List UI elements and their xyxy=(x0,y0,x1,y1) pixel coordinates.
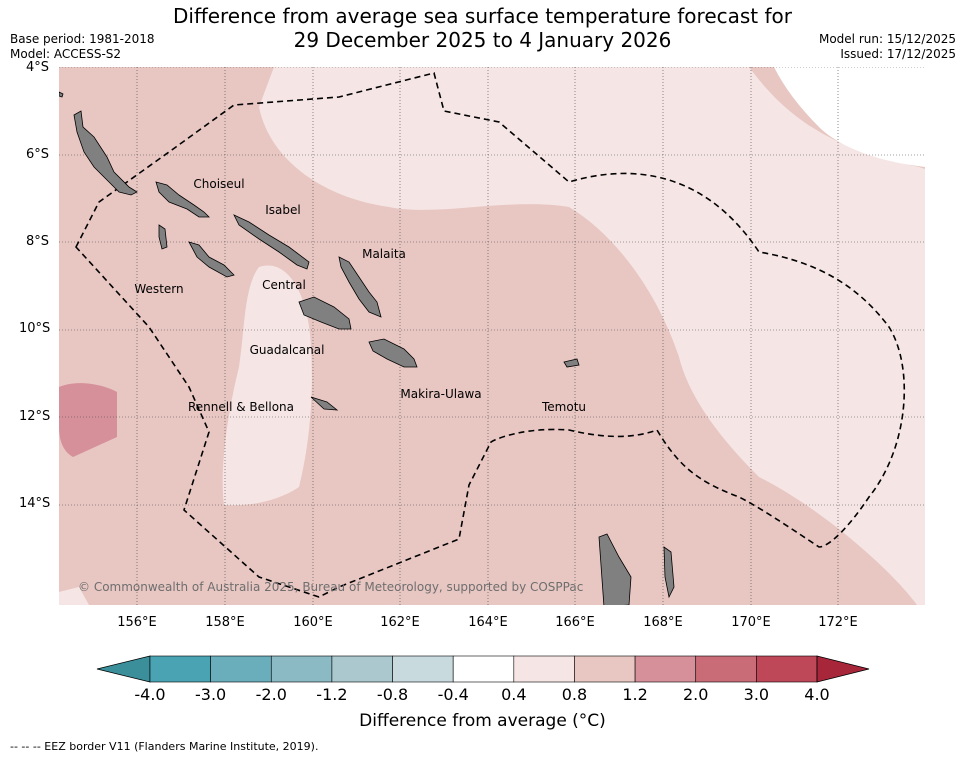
title-line-2: 29 December 2025 to 4 January 2026 xyxy=(293,28,672,52)
lat-label-14s: 14°S xyxy=(19,496,51,511)
anomaly-band-neutral-ne xyxy=(774,67,925,167)
island-choiseul xyxy=(155,181,210,218)
eez-border xyxy=(75,72,906,598)
colorbar-segment xyxy=(149,655,211,683)
island-guadalcanal xyxy=(298,296,352,330)
map-canvas xyxy=(59,67,925,605)
colorbar-tick-label: -2.0 xyxy=(255,685,287,704)
lon-label-166e: 166°E xyxy=(555,615,595,630)
lon-label-158e: 158°E xyxy=(205,615,245,630)
colorbar-segment xyxy=(452,655,515,683)
anomaly-band-0.4-0.8-guadalcanal xyxy=(222,265,312,506)
colorbar-segment xyxy=(756,655,818,683)
colorbar-tick-label: 3.0 xyxy=(743,685,770,704)
model-name: Model: ACCESS-S2 xyxy=(10,47,122,61)
anomaly-band-1.2-2.0-west xyxy=(59,383,117,457)
lon-label-168e: 168°E xyxy=(643,615,683,630)
colorbar-segment xyxy=(210,655,272,683)
island-choiseul-west xyxy=(73,110,138,196)
issued-date: Issued: 17/12/2025 xyxy=(840,47,956,61)
colorbar-segment xyxy=(574,655,636,683)
lon-label-172e: 172°E xyxy=(818,615,858,630)
colorbar-extend-low xyxy=(96,655,151,683)
colorbar-tick-label: 1.2 xyxy=(622,685,648,704)
colorbar-tick-label: 0.8 xyxy=(561,685,588,704)
colorbar-tick-label: 2.0 xyxy=(682,685,709,704)
colorbar-tick-label: 0.4 xyxy=(501,685,527,704)
lat-label-10s: 10°S xyxy=(19,321,51,336)
map-title: Difference from average sea surface temp… xyxy=(0,4,965,52)
copyright-notice: © Commonwealth of Australia 2025, Bureau… xyxy=(78,580,584,594)
lat-label-8s: 8°S xyxy=(26,234,50,249)
meta-left: Base period: 1981-2018 Model: ACCESS-S2 xyxy=(10,32,155,62)
model-run: Model run: 15/12/2025 xyxy=(818,32,956,46)
colorbar-tick-label: -1.2 xyxy=(316,685,348,704)
lon-label-164e: 164°E xyxy=(468,615,508,630)
province-central: Central xyxy=(262,278,306,292)
colorbar-tick-label: -4.0 xyxy=(134,685,166,704)
province-isabel: Isabel xyxy=(265,203,301,217)
colorbar xyxy=(96,655,870,683)
lon-label-156e: 156°E xyxy=(117,615,157,630)
colorbar-segment xyxy=(634,655,697,683)
province-choiseul: Choiseul xyxy=(193,177,245,191)
eez-legend-note: -- -- -- EEZ border V11 (Flanders Marine… xyxy=(10,740,319,753)
sst-anomaly-map xyxy=(59,67,925,605)
anomaly-band-0.4-0.8-east xyxy=(259,67,925,605)
lat-label-6s: 6°S xyxy=(26,147,50,162)
colorbar-title: Difference from average (°C) xyxy=(359,711,606,731)
island-new-georgia xyxy=(188,241,235,278)
colorbar-tick-label: -0.4 xyxy=(437,685,469,704)
island-isabel xyxy=(233,214,310,270)
colorbar-segment xyxy=(392,655,454,683)
lon-label-162e: 162°E xyxy=(380,615,420,630)
province-malaita: Malaita xyxy=(362,247,406,261)
title-line-1: Difference from average sea surface temp… xyxy=(172,4,792,28)
province-temotu: Temotu xyxy=(541,400,587,414)
lat-label-12s: 12°S xyxy=(19,409,51,424)
lon-label-160e: 160°E xyxy=(293,615,333,630)
province-western: Western xyxy=(134,282,184,296)
lon-label-170e: 170°E xyxy=(731,615,771,630)
base-period: Base period: 1981-2018 xyxy=(10,32,155,46)
island-makira xyxy=(368,338,418,368)
island-malaita xyxy=(338,256,382,318)
province-guadalcanal: Guadalcanal xyxy=(249,343,325,357)
islands xyxy=(59,91,675,605)
colorbar-tick-label: -3.0 xyxy=(195,685,227,704)
colorbar-segment xyxy=(513,655,575,683)
province-makira-ulawa: Makira-Ulawa xyxy=(400,387,482,401)
colorbar-tick-label: -0.8 xyxy=(376,685,409,704)
colorbar-segment xyxy=(695,655,757,683)
meta-right: Model run: 15/12/2025 Issued: 17/12/2025 xyxy=(819,32,956,62)
colorbar-segment xyxy=(331,655,393,683)
colorbar-tick-label: 4.0 xyxy=(804,685,830,704)
colorbar-extend-high xyxy=(816,655,870,683)
graticule xyxy=(59,67,925,605)
colorbar-segment xyxy=(270,655,333,683)
province-rennell-bellona: Rennell & Bellona xyxy=(187,400,295,414)
lat-label-4s: 4°S xyxy=(26,60,50,75)
island-vanuatu xyxy=(598,533,632,605)
colorbar-segments xyxy=(96,655,870,683)
